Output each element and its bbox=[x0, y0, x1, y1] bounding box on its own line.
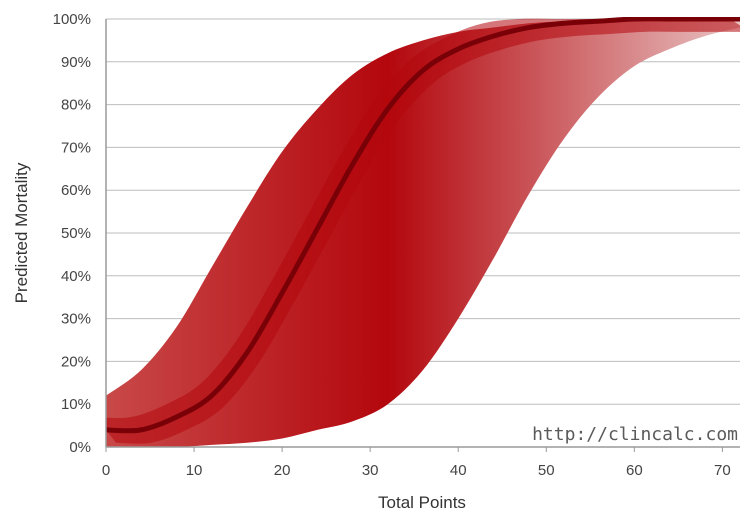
x-tick-label-10: 10 bbox=[186, 462, 203, 479]
axes bbox=[105, 19, 740, 452]
data-layer bbox=[106, 17, 740, 447]
watermark-text: http://clincalc.com bbox=[532, 424, 738, 445]
y-tick-label-10: 10% bbox=[61, 396, 91, 413]
y-tick-label-0: 0% bbox=[69, 439, 91, 456]
y-tick-label-30: 30% bbox=[61, 311, 91, 328]
tick-labels: 0% 10% 20% 30% 40% 50% 60% 70% 80% 90% 100% 0 10 20 30… bbox=[53, 11, 731, 479]
x-tick-label-30: 30 bbox=[362, 462, 379, 479]
x-tick-label-50: 50 bbox=[538, 462, 555, 479]
x-axis-title: Total Points bbox=[378, 493, 466, 512]
y-tick-label-60: 60% bbox=[61, 182, 91, 199]
y-tick-label-90: 90% bbox=[61, 54, 91, 71]
x-tick-label-20: 20 bbox=[274, 462, 291, 479]
y-tick-label-100: 100% bbox=[53, 11, 91, 28]
central-band bbox=[106, 18, 740, 444]
y-tick-label-80: 80% bbox=[61, 97, 91, 114]
x-tick-label-70: 70 bbox=[714, 462, 731, 479]
y-axis-title: Predicted Mortality bbox=[12, 162, 31, 303]
x-tick-label-0: 0 bbox=[102, 462, 110, 479]
central-estimate-line bbox=[106, 17, 740, 434]
y-tick-label-50: 50% bbox=[61, 225, 91, 242]
x-tick-label-60: 60 bbox=[626, 462, 643, 479]
y-tick-label-20: 20% bbox=[61, 353, 91, 370]
y-tick-label-40: 40% bbox=[61, 268, 91, 285]
y-tick-label-70: 70% bbox=[61, 139, 91, 156]
x-tick-label-40: 40 bbox=[450, 462, 467, 479]
